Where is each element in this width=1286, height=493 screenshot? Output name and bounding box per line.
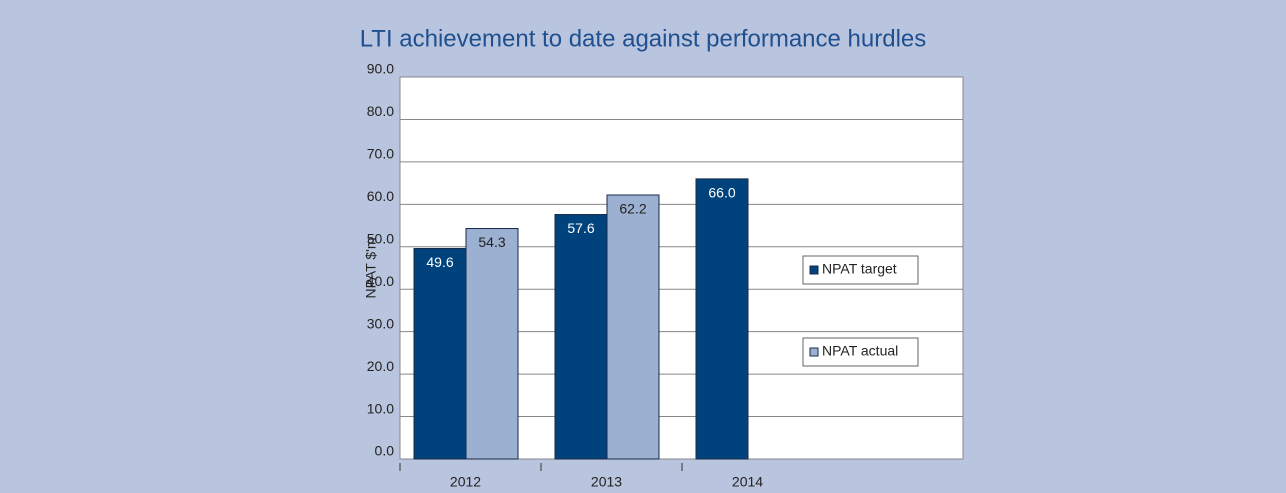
legend-label: NPAT target [822,261,897,277]
data-label: 57.6 [567,220,594,236]
y-tick-label: 70.0 [367,146,394,162]
legend-swatch [809,265,819,275]
y-tick-label: 40.0 [367,273,394,289]
x-tick-label: 2014 [732,474,763,490]
bar [413,247,467,460]
y-tick-label: 10.0 [367,400,394,416]
y-tick-label: 0.0 [375,443,395,459]
legend-swatch [809,347,819,357]
y-tick-label: 90.0 [367,61,394,77]
legend-box [802,255,919,285]
y-axis-label: NPAT $'m [363,237,379,298]
x-tick-label: 2013 [591,474,622,490]
y-tick-label: 50.0 [367,230,394,246]
bar [606,194,660,460]
data-label: 49.6 [426,254,453,270]
y-tick-label: 60.0 [367,188,394,204]
bar [465,228,519,460]
bar [695,178,749,460]
chart-title: LTI achievement to date against performa… [360,25,927,52]
x-tick-label: 2012 [450,474,481,490]
data-label: 54.3 [478,234,505,250]
legend-label: NPAT actual [822,343,898,359]
y-tick-label: 80.0 [367,103,394,119]
legend-box [802,337,919,367]
data-label: 66.0 [708,185,735,201]
y-tick-label: 20.0 [367,358,394,374]
bar [554,214,608,460]
data-label: 62.2 [619,201,646,217]
y-tick-label: 30.0 [367,315,394,331]
